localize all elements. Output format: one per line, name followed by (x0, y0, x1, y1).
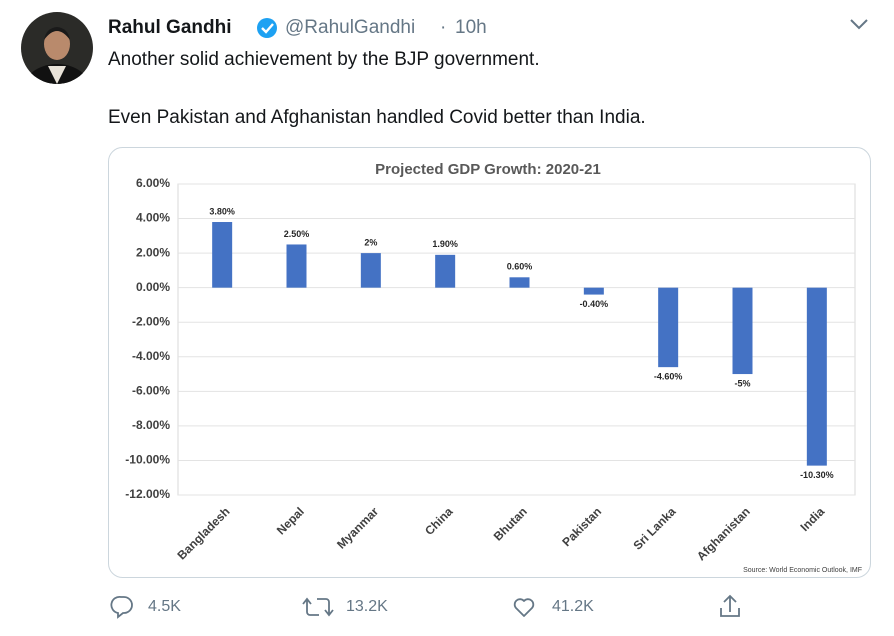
data-label: 2% (364, 237, 377, 247)
plot-area (177, 183, 856, 496)
data-label: -0.40% (580, 299, 609, 309)
y-tick-label: 2.00% (136, 245, 170, 259)
bar (360, 253, 381, 288)
data-label: -4.60% (654, 372, 683, 382)
y-tick-label: -8.00% (132, 418, 170, 432)
y-tick-label: -4.00% (132, 349, 170, 363)
y-tick-label: 4.00% (136, 211, 170, 225)
y-tick-label: -12.00% (125, 487, 170, 501)
bar (509, 277, 530, 288)
more-menu[interactable] (850, 19, 868, 30)
author-name[interactable]: Rahul Gandhi (108, 17, 232, 38)
y-tick-label: -6.00% (132, 384, 170, 398)
bar (286, 244, 307, 288)
data-label: -10.30% (800, 470, 834, 480)
retweet-count: 13.2K (346, 598, 388, 615)
y-tick-label: 0.00% (136, 280, 170, 294)
share-button[interactable] (720, 594, 740, 617)
verified-badge (257, 18, 277, 38)
bar (658, 287, 679, 368)
bar (732, 287, 753, 375)
retweet-button[interactable]: 13.2K (302, 597, 388, 617)
bar (806, 287, 827, 466)
data-label: -5% (734, 378, 750, 388)
reply-count: 4.5K (148, 598, 181, 615)
handle[interactable]: @RahulGandhi (285, 17, 415, 38)
y-tick-label: -2.00% (132, 314, 170, 328)
data-label: 1.90% (432, 239, 458, 249)
data-label: 0.60% (507, 262, 533, 272)
tweet-text: Another solid achievement by the BJP gov… (108, 49, 540, 70)
bar (212, 222, 233, 288)
separator: · (440, 17, 446, 38)
data-label: 2.50% (284, 229, 310, 239)
y-tick-label: 6.00% (136, 176, 170, 190)
timestamp[interactable]: 10h (455, 17, 487, 38)
data-label: 3.80% (209, 206, 235, 216)
avatar[interactable] (21, 12, 93, 116)
tweet-text: Even Pakistan and Afghanistan handled Co… (108, 107, 646, 128)
reply-button[interactable]: 4.5K (110, 596, 181, 619)
chart-title: Projected GDP Growth: 2020-21 (375, 161, 601, 178)
bar (435, 254, 456, 288)
like-count: 41.2K (552, 598, 594, 615)
bar (583, 287, 604, 295)
like-button[interactable]: 41.2K (513, 598, 594, 617)
y-tick-label: -10.00% (125, 453, 170, 467)
chart-source: Source: World Economic Outlook, IMF (743, 567, 862, 574)
